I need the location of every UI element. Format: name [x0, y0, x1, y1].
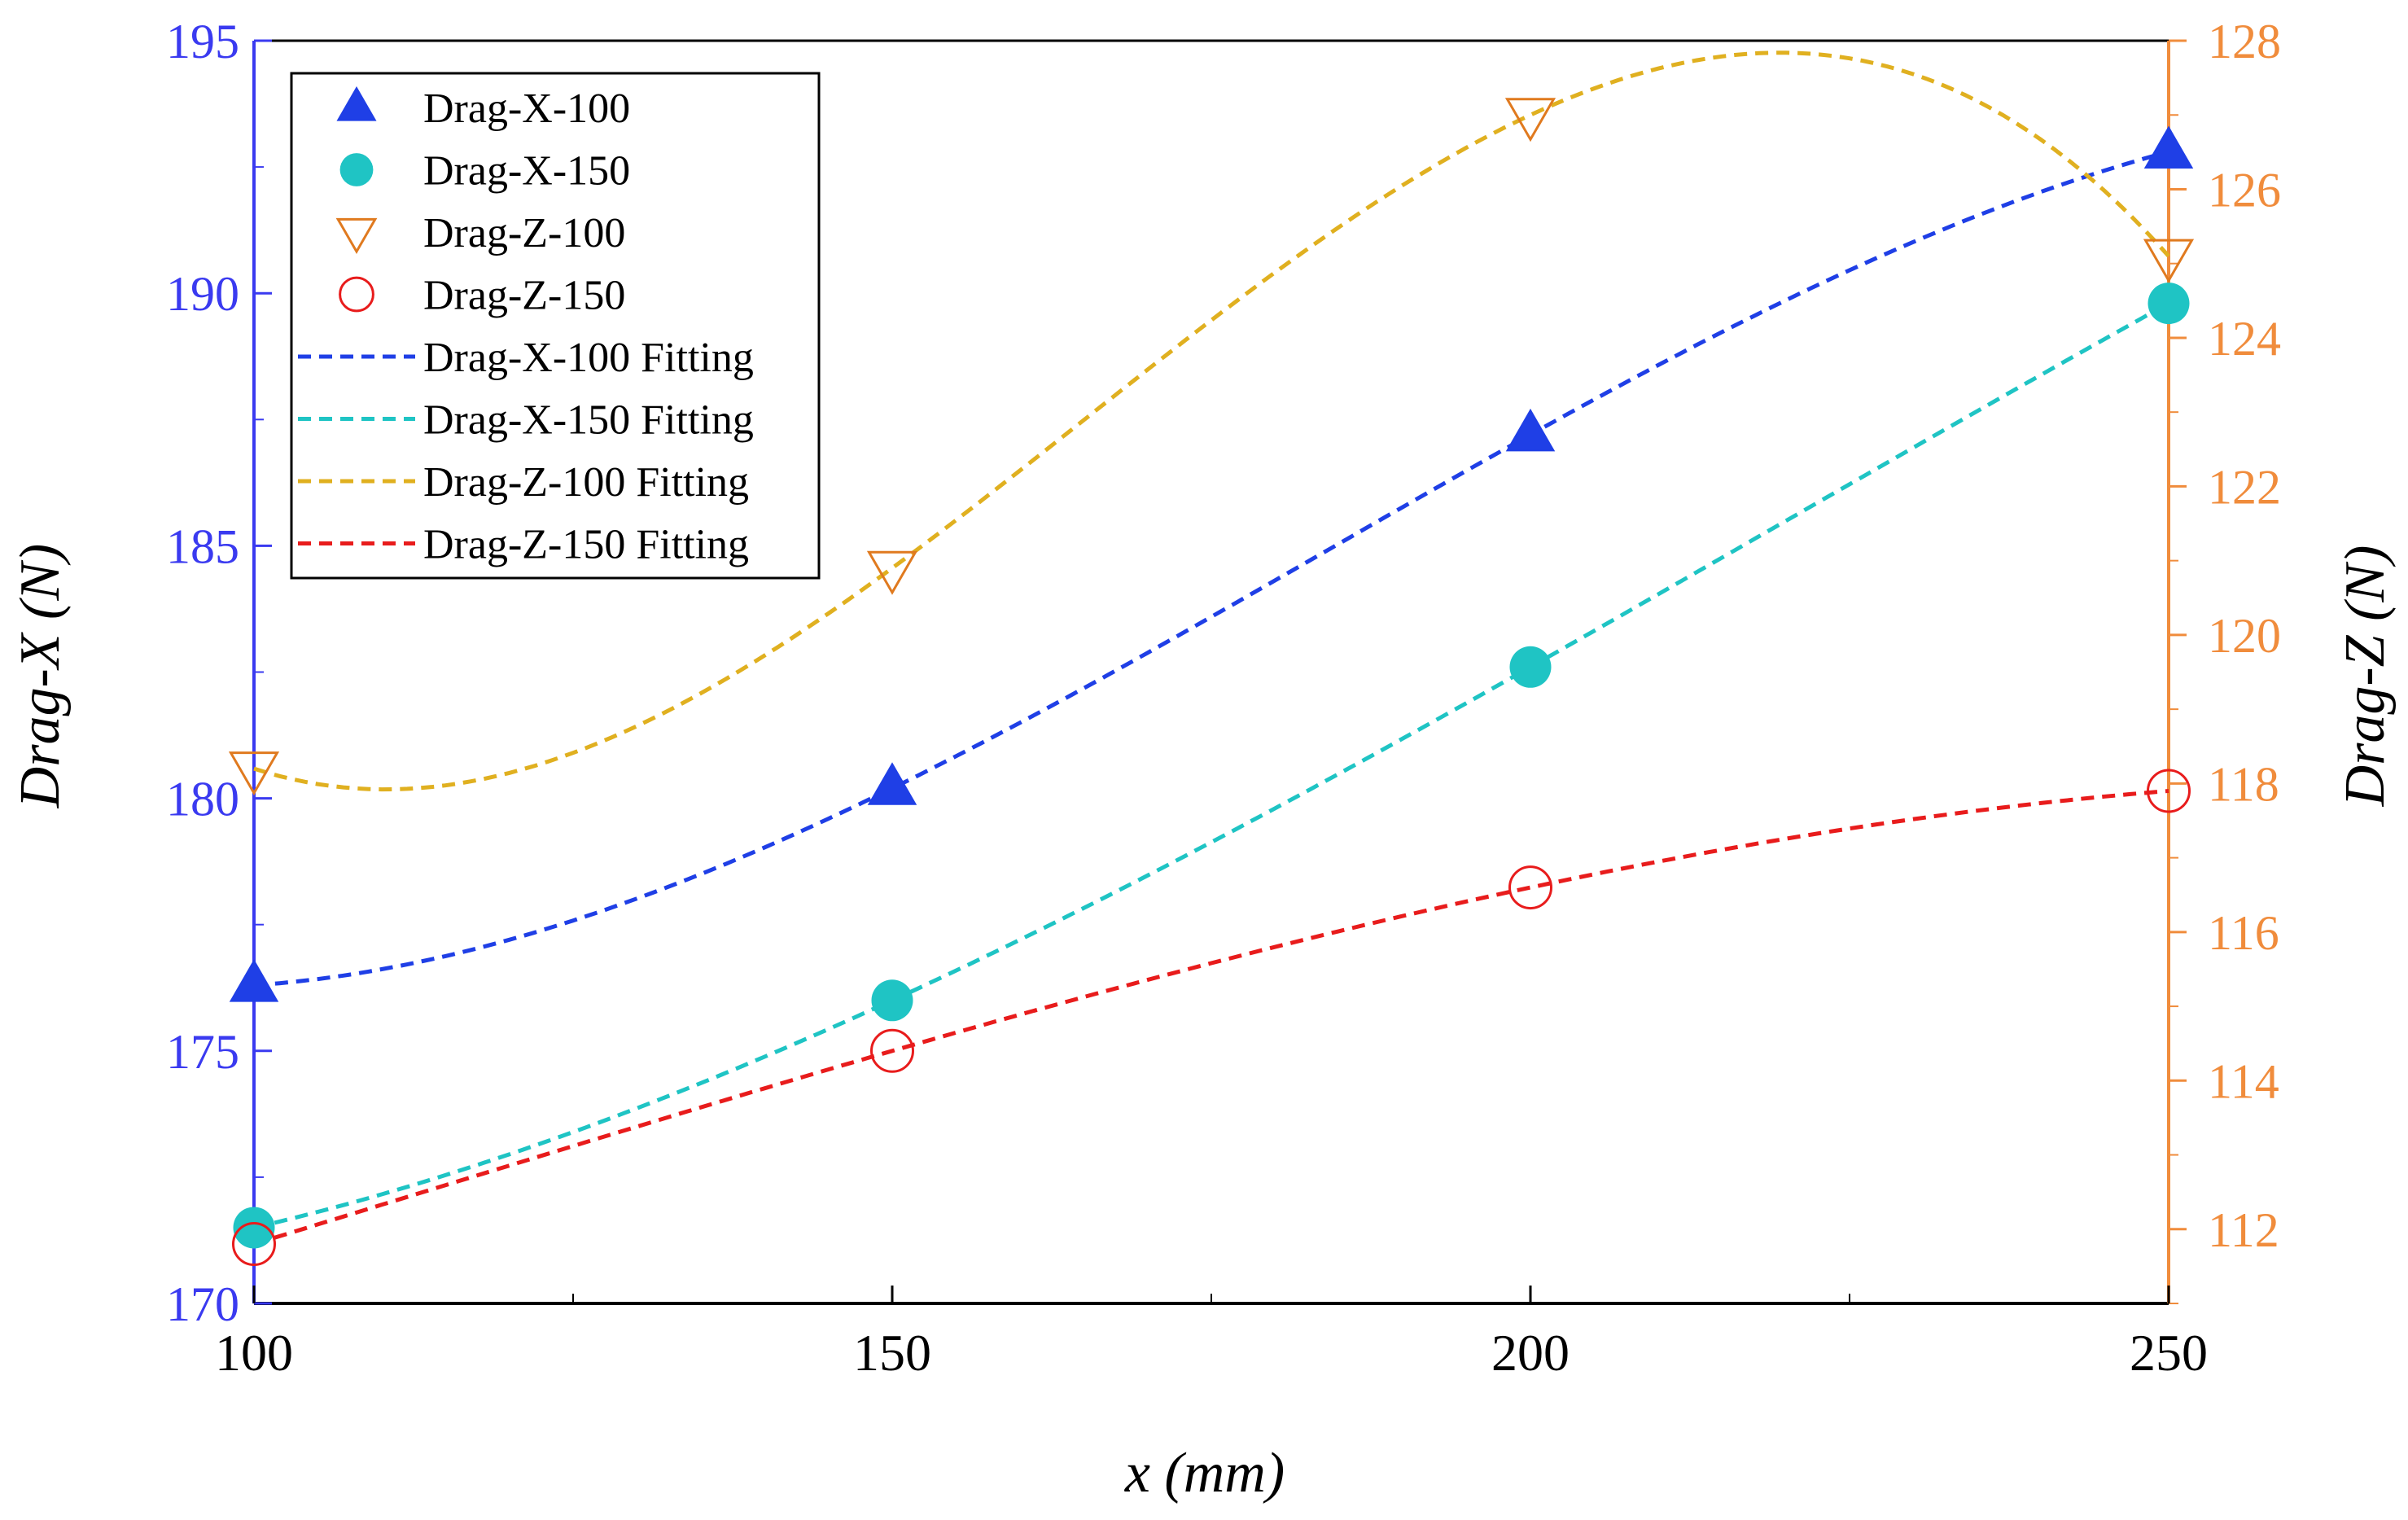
- left-y-axis-title: Drag-X (N): [9, 544, 72, 809]
- legend-label: Drag-X-150 Fitting: [423, 397, 754, 444]
- data-markers: [228, 98, 2195, 1267]
- right-tick-label: 112: [2208, 1203, 2279, 1257]
- x-tick-label: 200: [1491, 1324, 1570, 1382]
- legend-label: Drag-Z-150 Fitting: [423, 522, 749, 568]
- fitting-curves: [253, 50, 2170, 1246]
- legend-label: Drag-Z-100 Fitting: [423, 459, 749, 506]
- fit-curve-2: [253, 301, 2170, 1230]
- x-tick-label: 250: [2130, 1324, 2208, 1382]
- marker-drag-z-100-100: [228, 751, 280, 796]
- right-y-axis-title: Drag-Z (N): [2334, 545, 2397, 808]
- marker-drag-z-150-200: [1508, 865, 1552, 910]
- legend-marker-3: [335, 217, 378, 255]
- marker-drag-x-150-200: [1509, 646, 1552, 688]
- legend-label: Drag-X-100: [423, 85, 630, 132]
- legend-label: Drag-Z-150: [423, 273, 625, 319]
- right-tick-label: 120: [2208, 609, 2281, 663]
- right-tick-label: 114: [2208, 1054, 2279, 1108]
- marker-drag-x-150-250: [2147, 283, 2190, 325]
- legend-label: Drag-X-150: [423, 148, 630, 195]
- fit-curve-1: [253, 150, 2169, 988]
- left-tick-label: 170: [166, 1277, 239, 1331]
- right-tick-label: 128: [2208, 15, 2281, 68]
- marker-drag-x-150-150: [871, 979, 913, 1022]
- legend: Drag-X-100 Drag-X-150 Drag-Z-100 Drag-Z-150…: [290, 72, 821, 580]
- marker-drag-z-100-250: [2143, 239, 2195, 283]
- left-tick-label: 185: [166, 519, 239, 573]
- marker-drag-z-150-150: [870, 1028, 914, 1073]
- left-tick-label: 175: [166, 1025, 239, 1079]
- legend-marker-1: [336, 85, 377, 121]
- left-tick-label: 195: [166, 15, 239, 68]
- left-tick-label: 190: [166, 267, 239, 321]
- fit-curve-4: [253, 789, 2169, 1246]
- x-axis: 100 150 200 250: [215, 1286, 2208, 1382]
- x-axis-title: x (mm): [1124, 1442, 1285, 1505]
- marker-drag-z-100-200: [1504, 98, 1556, 142]
- marker-drag-x-100-100: [229, 959, 279, 1002]
- x-tick-label: 100: [215, 1324, 293, 1382]
- marker-drag-x-100-200: [1505, 408, 1556, 452]
- marker-drag-x-150-100: [233, 1207, 275, 1249]
- left-y-axis: 170 175 180 185 190 195: [166, 15, 272, 1331]
- legend-label: Drag-X-100 Fitting: [423, 335, 754, 381]
- right-tick-label: 124: [2208, 312, 2281, 366]
- right-tick-label: 122: [2208, 460, 2281, 514]
- marker-drag-z-150-250: [2147, 769, 2191, 813]
- right-tick-label: 118: [2208, 757, 2279, 811]
- right-y-axis: 112 114 116 118 120 122 124 126 128: [2167, 15, 2281, 1304]
- marker-drag-x-100-250: [2143, 125, 2194, 169]
- legend-box: [290, 72, 821, 580]
- fit-curve-3: [253, 50, 2170, 792]
- legend-marker-2: [339, 153, 374, 186]
- marker-drag-z-150-100: [232, 1222, 276, 1267]
- right-tick-label: 126: [2208, 163, 2281, 217]
- right-tick-label: 116: [2208, 906, 2279, 960]
- marker-drag-x-100-150: [867, 762, 917, 805]
- marker-drag-z-100-150: [866, 550, 918, 595]
- left-tick-label: 180: [166, 773, 239, 826]
- legend-marker-4: [339, 276, 374, 313]
- x-tick-label: 150: [853, 1324, 931, 1382]
- legend-label: Drag-Z-100: [423, 210, 625, 256]
